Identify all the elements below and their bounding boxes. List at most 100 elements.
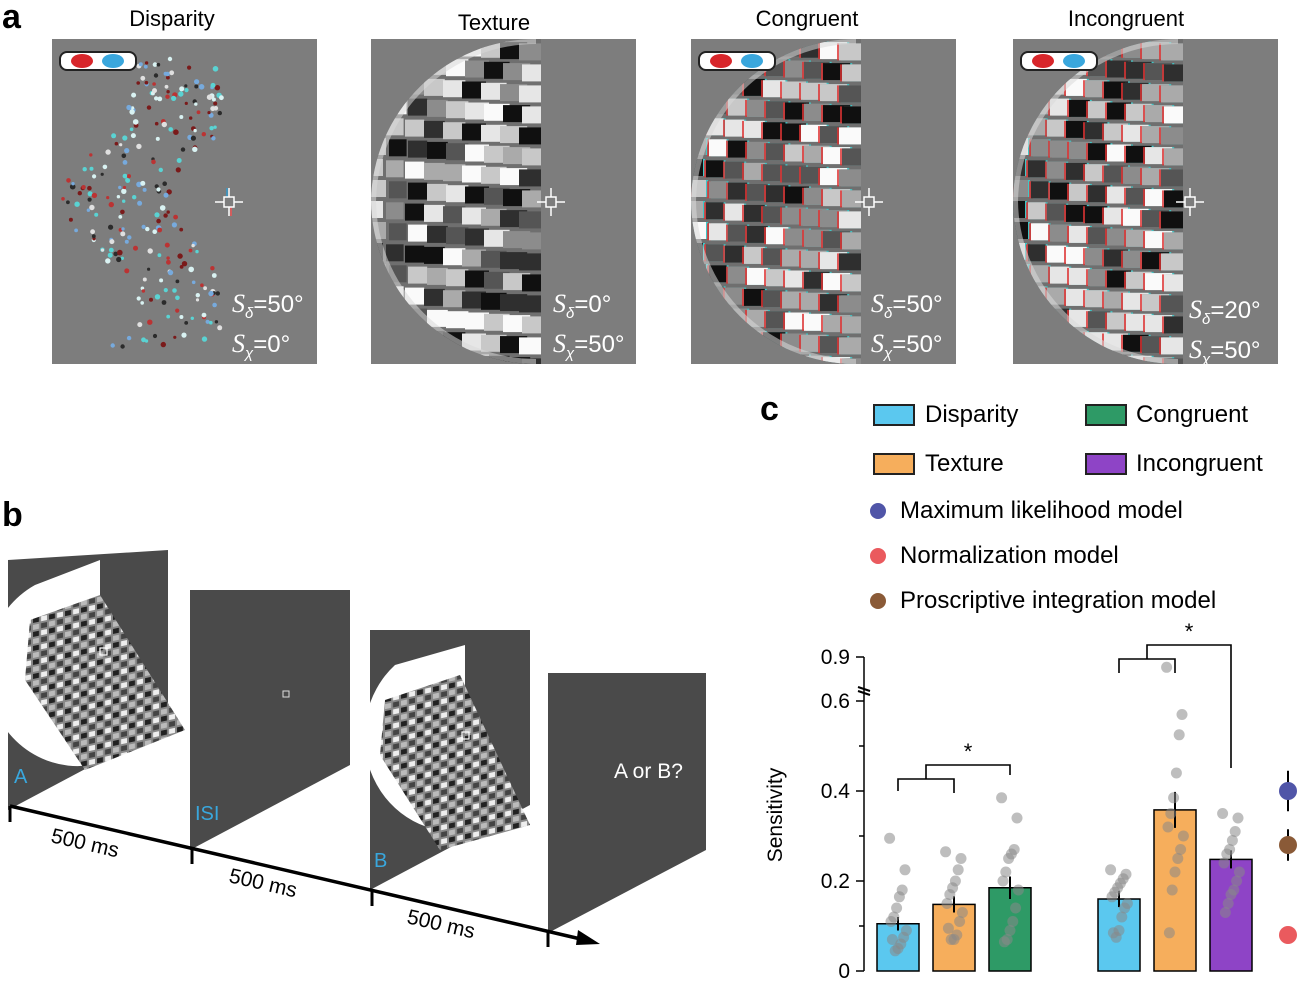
y-tick-label: 0.2 bbox=[821, 870, 850, 893]
subject-point bbox=[1233, 866, 1245, 878]
subject-point bbox=[1011, 812, 1023, 824]
subject-point bbox=[1004, 925, 1016, 936]
subject-point bbox=[1175, 844, 1187, 855]
fixation-cross-icon bbox=[215, 188, 243, 216]
significance-bracket bbox=[925, 764, 1011, 779]
legend-label-congruent: Congruent bbox=[1136, 401, 1249, 428]
disparity-stimulus: Sδ=50° Sχ=0° bbox=[52, 39, 317, 364]
axis-break-mark bbox=[857, 690, 871, 696]
legend-label-normalization-model: Normalization model bbox=[900, 542, 1119, 569]
subject-point bbox=[884, 832, 896, 844]
subject-point bbox=[885, 916, 897, 927]
model-prediction-point bbox=[1279, 782, 1297, 800]
subject-point bbox=[998, 936, 1010, 948]
subject-point bbox=[1003, 853, 1015, 864]
significance-bracket bbox=[897, 778, 955, 793]
subject-point bbox=[956, 907, 968, 918]
y-tick-label: 0.4 bbox=[821, 780, 851, 803]
legend-label-incongruent: Incongruent bbox=[1136, 450, 1263, 477]
significance-bracket bbox=[1146, 644, 1232, 768]
subject-point bbox=[1169, 866, 1181, 878]
time-axis bbox=[9, 804, 586, 942]
subject-point bbox=[1221, 848, 1233, 860]
disparity-title: Disparity bbox=[129, 6, 215, 31]
subject-point bbox=[1119, 902, 1131, 914]
sensitivity-chart: 0 0.2 0.4 0.6 0.9 Sensitivity * * bbox=[764, 619, 1297, 981]
fixation-cross-icon bbox=[855, 188, 883, 216]
incongruent-checker-image bbox=[1013, 39, 1204, 364]
legend-swatch-incongruent bbox=[1085, 453, 1127, 475]
legend-label-ml-model: Maximum likelihood model bbox=[900, 497, 1183, 524]
legend-dot-ml-model bbox=[870, 503, 886, 519]
disparity-dots-image bbox=[59, 51, 243, 349]
bar-texture bbox=[932, 903, 976, 972]
legend-dot-normalization-model bbox=[870, 548, 886, 564]
subject-point bbox=[941, 898, 953, 909]
subject-point bbox=[889, 945, 901, 957]
subject-point bbox=[952, 864, 964, 876]
incongruent-stimulus: Sδ=20° Sχ=50° bbox=[1013, 39, 1278, 364]
legend-swatch-texture bbox=[873, 453, 915, 475]
subject-point bbox=[996, 792, 1008, 804]
response-prompt: A or B? bbox=[614, 760, 683, 783]
subject-point bbox=[886, 934, 898, 945]
subject-point bbox=[1105, 864, 1117, 876]
legend-dot-proscriptive-model bbox=[870, 593, 886, 609]
subject-point bbox=[1116, 911, 1128, 923]
subject-point bbox=[1217, 808, 1229, 819]
frame-response bbox=[548, 673, 706, 933]
subject-point bbox=[945, 934, 957, 945]
subject-point bbox=[1000, 866, 1012, 878]
congruent-stimulus: Sδ=50° Sχ=50° bbox=[691, 39, 956, 364]
bar-incongruent bbox=[1209, 858, 1253, 972]
subject-point bbox=[1007, 916, 1019, 927]
subject-point bbox=[1218, 857, 1230, 869]
legend-label-disparity: Disparity bbox=[925, 401, 1019, 428]
legend-swatch-congruent bbox=[1085, 404, 1127, 426]
subject-point bbox=[1106, 891, 1118, 903]
subject-point bbox=[1229, 826, 1241, 837]
y-tick-label: 0.6 bbox=[821, 690, 850, 713]
texture-title: Texture bbox=[457, 10, 531, 35]
anaglyph-glasses-icon bbox=[698, 51, 776, 71]
subject-point bbox=[893, 891, 905, 903]
fixation-cross-icon bbox=[537, 188, 565, 216]
y-axis-label: Sensitivity bbox=[764, 767, 787, 862]
model-prediction-point bbox=[1279, 836, 1297, 854]
subject-point bbox=[1107, 927, 1119, 939]
subject-point bbox=[954, 916, 966, 927]
subject-point bbox=[1177, 830, 1189, 842]
significance-star: * bbox=[1185, 619, 1194, 644]
subject-point bbox=[1010, 902, 1022, 914]
subject-point bbox=[1219, 907, 1231, 918]
texture-checker-image bbox=[371, 39, 565, 364]
subject-point bbox=[1170, 767, 1182, 779]
texture-stimulus: Sδ=0° Sχ=50° bbox=[371, 39, 636, 364]
subject-point bbox=[1222, 898, 1234, 909]
subject-point bbox=[942, 922, 954, 934]
congruent-title: Congruent bbox=[755, 6, 859, 31]
congruent-checker-image bbox=[691, 39, 883, 364]
subject-point bbox=[1226, 835, 1238, 846]
frame-isi-label: ISI bbox=[195, 803, 219, 825]
subject-point bbox=[899, 864, 911, 876]
trial-sequence-diagram: A ISI B A or B? 500 ms 500 ms 500 ms bbox=[0, 550, 706, 947]
subject-point bbox=[997, 875, 1009, 887]
subject-point bbox=[1165, 808, 1177, 819]
fixation-cross-icon bbox=[1176, 188, 1204, 216]
model-prediction-point bbox=[1279, 926, 1297, 944]
congruent-params: Sδ=50° Sχ=50° bbox=[871, 289, 943, 362]
legend-label-proscriptive-model: Proscriptive integration model bbox=[900, 587, 1217, 614]
subject-point bbox=[1176, 709, 1188, 720]
y-tick-label: 0.9 bbox=[821, 646, 850, 669]
texture-params: Sδ=0° Sχ=50° bbox=[553, 289, 625, 362]
subject-point bbox=[1172, 853, 1184, 864]
panel-a-letter: a bbox=[2, 0, 21, 36]
incongruent-params: Sδ=20° Sχ=50° bbox=[1189, 295, 1261, 364]
panel-b-letter: b bbox=[2, 496, 23, 534]
subject-point bbox=[955, 853, 967, 864]
subject-point bbox=[1225, 889, 1237, 900]
subject-point bbox=[1166, 884, 1178, 896]
y-tick-label: 0 bbox=[838, 960, 850, 981]
axis-break-mark bbox=[857, 686, 871, 692]
